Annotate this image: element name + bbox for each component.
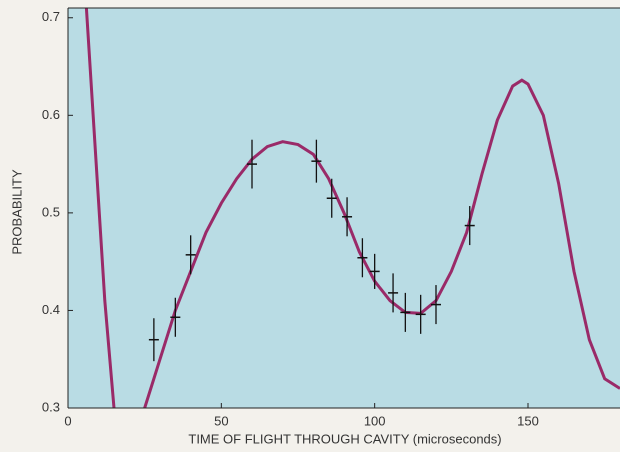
x-tick-label: 0: [64, 413, 71, 428]
plot: [84, 8, 620, 408]
y-tick-label: 0.4: [42, 302, 60, 317]
plot-area: [68, 8, 620, 408]
y-tick-label: 0.6: [42, 107, 60, 122]
theory-curve: [84, 8, 620, 408]
y-tick-label: 0.7: [42, 9, 60, 24]
x-tick-label: 50: [214, 413, 228, 428]
y-tick-label: 0.5: [42, 204, 60, 219]
y-axis-label: PROBABILITY: [9, 169, 24, 255]
x-tick-label: 100: [364, 413, 386, 428]
y-tick-label: 0.3: [42, 399, 60, 414]
x-axis-label: TIME OF FLIGHT THROUGH CAVITY (microseco…: [188, 431, 501, 446]
x-tick-label: 150: [517, 413, 539, 428]
